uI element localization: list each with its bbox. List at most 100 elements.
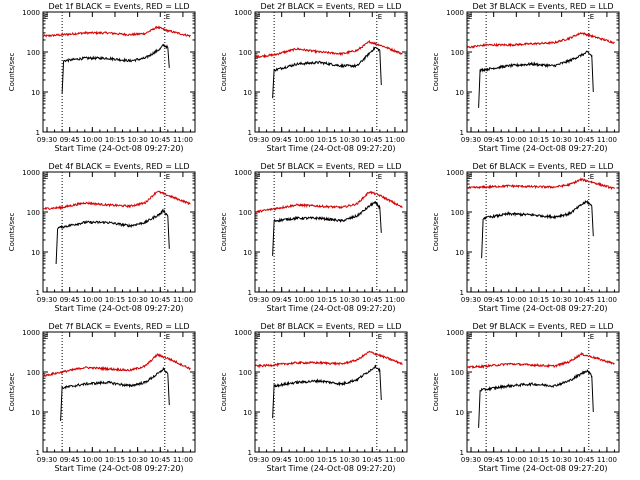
marker-label-e: E (378, 173, 382, 181)
x-tick-label: 09:45 (272, 296, 292, 304)
x-tick-label: 10:45 (150, 456, 170, 464)
y-tick-label: 1000 (446, 329, 464, 337)
y-tick-label: 10 (455, 249, 464, 257)
x-axis-label: Start Time (24-Oct-08 09:27:20) (266, 304, 395, 313)
events-series-line (60, 366, 170, 421)
y-tick-label: 1000 (446, 9, 464, 17)
y-tick-label: 1 (248, 449, 252, 457)
events-series-line (272, 200, 382, 256)
x-tick-label: 09:45 (272, 456, 292, 464)
x-tick-label: 10:30 (340, 296, 360, 304)
x-tick-label: 10:00 (294, 136, 314, 144)
events-series-line (272, 46, 382, 99)
x-tick-label: 10:15 (105, 136, 125, 144)
marker-label-e: E (44, 13, 48, 21)
x-tick-label: 11:00 (173, 296, 193, 304)
x-tick-label: 10:15 (529, 296, 549, 304)
y-tick-label: 100 (451, 369, 464, 377)
y-tick-label: 10 (31, 409, 40, 417)
detector-panel-1: Det 1f BLACK = Events, RED = LLD 1 10 100 10… (8, 2, 196, 153)
x-tick-label: 10:00 (82, 456, 102, 464)
x-tick-label: 10:00 (506, 296, 526, 304)
panel-title: Det 9f BLACK = Events, RED = LLD (472, 322, 613, 331)
x-tick-label: 10:30 (340, 136, 360, 144)
x-tick-label: 09:45 (484, 136, 504, 144)
events-series-line (272, 364, 382, 419)
lld-series-line (42, 352, 191, 378)
x-axis-label: Start Time (24-Oct-08 09:27:20) (54, 464, 183, 473)
x-tick-label: 09:30 (249, 296, 269, 304)
marker-label-e: E (590, 333, 594, 341)
x-tick-label: 10:15 (105, 296, 125, 304)
x-tick-label: 09:45 (60, 456, 80, 464)
plot-frame (42, 11, 196, 133)
marker-label-e: E (166, 13, 170, 21)
x-tick-label: 10:30 (340, 456, 360, 464)
x-tick-label: 10:30 (552, 296, 572, 304)
y-axis-label: Counts/sec (432, 213, 440, 252)
y-tick-label: 1 (460, 449, 464, 457)
y-tick-label: 100 (239, 209, 252, 217)
x-tick-label: 10:45 (362, 456, 382, 464)
y-axis-label: Counts/sec (432, 373, 440, 412)
lld-series-line (254, 350, 403, 369)
lld-series-line (467, 31, 615, 49)
x-tick-label: 10:45 (574, 296, 594, 304)
x-tick-label: 10:00 (506, 456, 526, 464)
x-tick-label: 10:30 (128, 136, 148, 144)
lld-series-line (42, 25, 191, 38)
x-tick-label: 10:15 (317, 296, 337, 304)
marker-label-e: E (468, 13, 472, 21)
y-tick-label: 100 (239, 49, 252, 57)
x-tick-label: 10:45 (362, 296, 382, 304)
y-axis-label: Counts/sec (220, 53, 228, 92)
y-tick-label: 10 (455, 89, 464, 97)
marker-label-e: E (590, 173, 594, 181)
y-tick-label: 10 (31, 89, 40, 97)
events-series-line (478, 50, 594, 108)
marker-label-e: E (166, 333, 170, 341)
plot-frame (254, 11, 408, 133)
plot-frame (254, 171, 408, 293)
y-tick-label: 10 (31, 249, 40, 257)
x-tick-label: 10:00 (506, 136, 526, 144)
x-tick-label: 09:45 (60, 296, 80, 304)
marker-label-e: E (468, 333, 472, 341)
plot-frame (466, 11, 620, 133)
y-tick-label: 10 (455, 409, 464, 417)
x-tick-label: 10:15 (317, 456, 337, 464)
x-tick-label: 11:00 (597, 456, 617, 464)
x-tick-label: 10:45 (574, 456, 594, 464)
x-tick-label: 09:30 (461, 296, 481, 304)
x-tick-label: 10:15 (529, 136, 549, 144)
x-tick-label: 10:15 (105, 456, 125, 464)
y-axis-label: Counts/sec (8, 373, 16, 412)
y-tick-label: 1000 (22, 169, 40, 177)
plot-frame (466, 331, 620, 453)
detector-panel-2: Det 2f BLACK = Events, RED = LLD 1 10 100 10… (220, 2, 408, 153)
lld-series-line (254, 39, 403, 59)
x-tick-label: 10:45 (574, 136, 594, 144)
x-tick-label: 10:15 (529, 456, 549, 464)
marker-label-e: E (468, 173, 472, 181)
x-tick-label: 09:45 (484, 456, 504, 464)
x-tick-label: 09:30 (461, 136, 481, 144)
panel-title: Det 6f BLACK = Events, RED = LLD (472, 162, 613, 171)
marker-label-e: E (590, 13, 594, 21)
x-tick-label: 11:00 (385, 456, 405, 464)
y-axis-label: Counts/sec (220, 373, 228, 412)
x-tick-label: 10:30 (552, 136, 572, 144)
detector-panel-6: Det 6f BLACK = Events, RED = LLD 1 10 100 10… (432, 162, 620, 313)
y-tick-label: 10 (243, 409, 252, 417)
x-tick-label: 10:00 (82, 136, 102, 144)
detector-panel-7: Det 7f BLACK = Events, RED = LLD 1 10 100 10… (8, 322, 196, 473)
panel-title: Det 3f BLACK = Events, RED = LLD (472, 2, 613, 11)
lld-series-line (42, 190, 191, 211)
events-series-line (481, 199, 594, 259)
y-tick-label: 10 (243, 89, 252, 97)
x-axis-label: Start Time (24-Oct-08 09:27:20) (54, 144, 183, 153)
y-tick-label: 1000 (234, 169, 252, 177)
x-tick-label: 09:30 (37, 296, 57, 304)
x-tick-label: 10:45 (150, 136, 170, 144)
